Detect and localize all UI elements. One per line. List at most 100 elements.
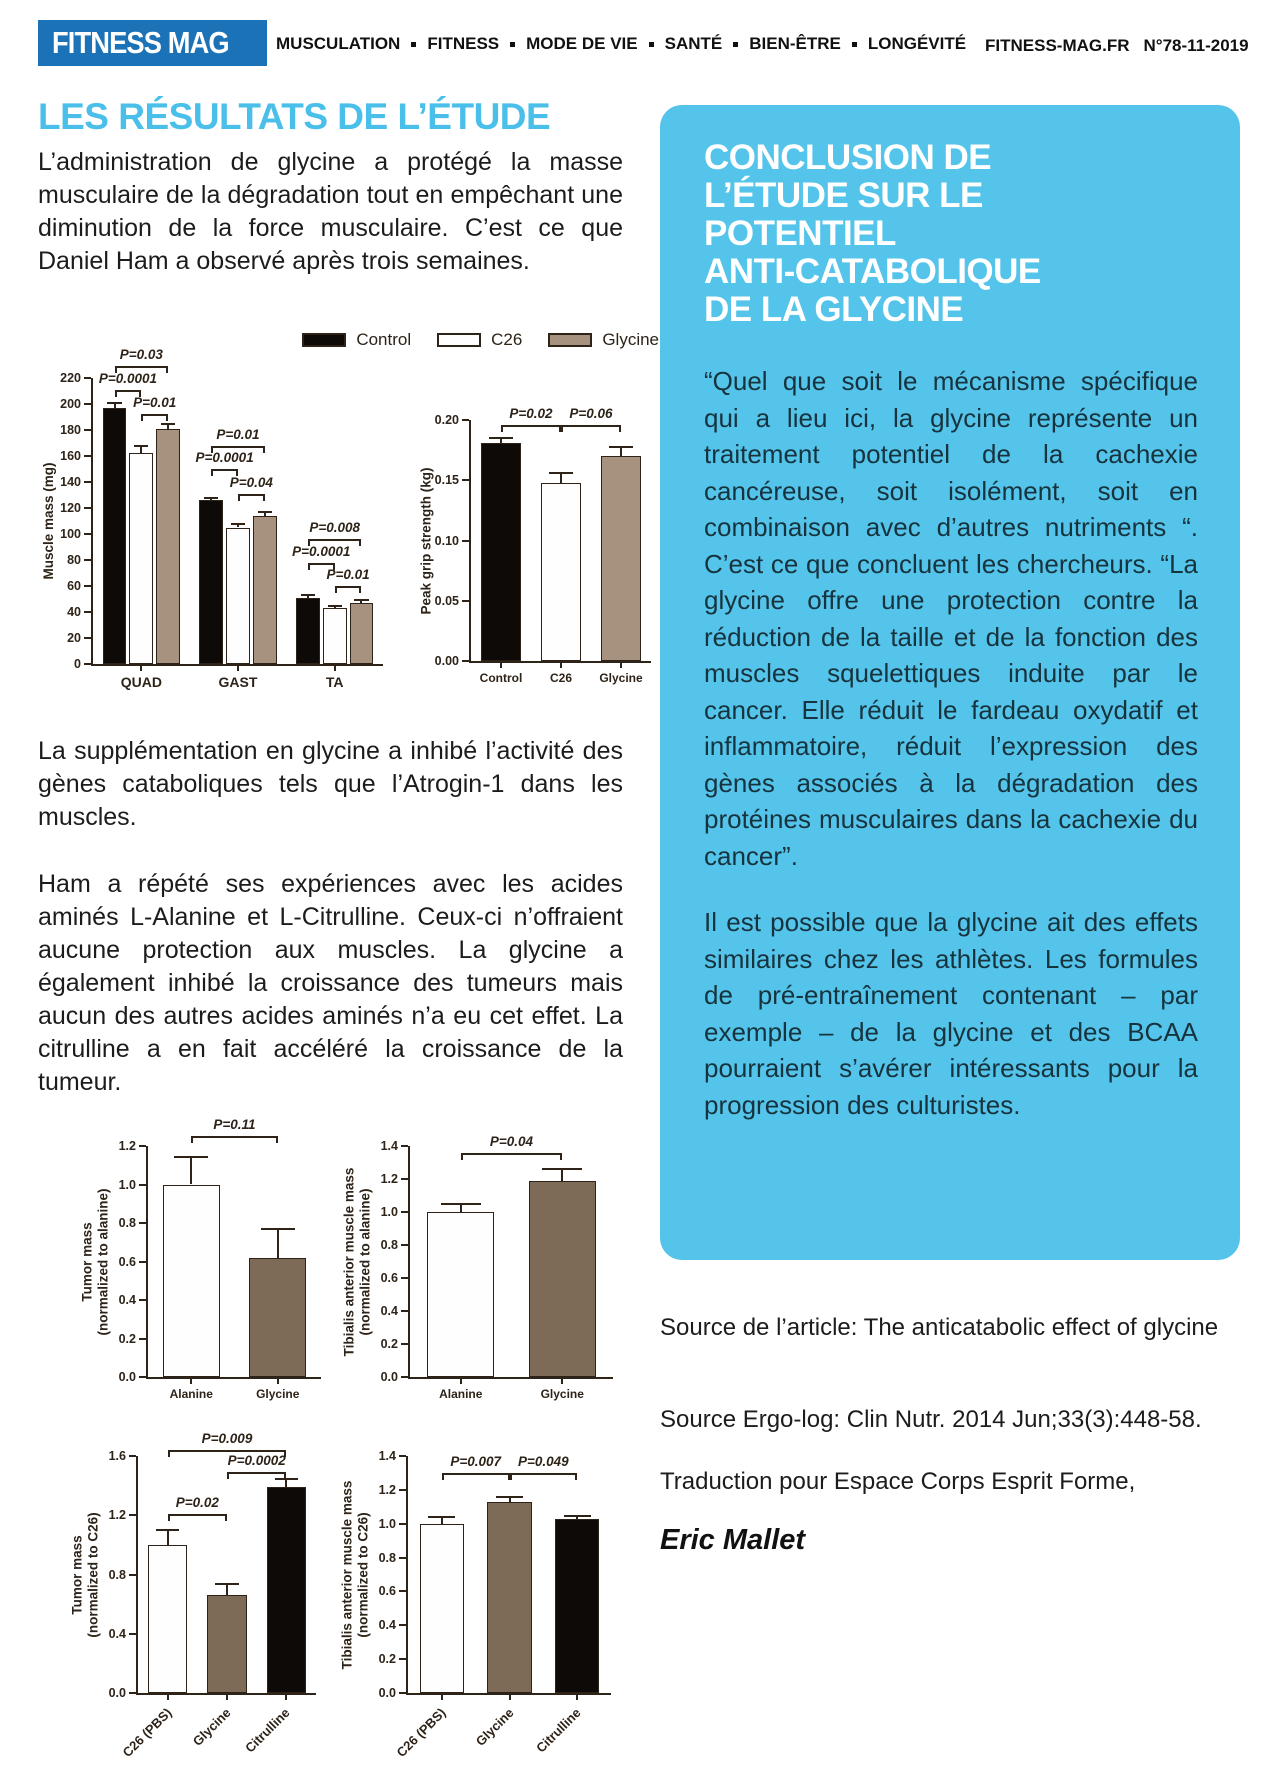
error-bar-stem (285, 1478, 288, 1488)
x-category-label: Alanine (439, 1387, 483, 1401)
chart-tibialis-alanine: 0.0 0.2 0.4 0.6 0.8 1.0 1.2 1.4 Tibialis anterio… (338, 1112, 623, 1407)
y-tick (84, 611, 91, 613)
y-tick (399, 1590, 406, 1593)
x-tick (620, 663, 622, 668)
y-tick-label: 0.0 (118, 1370, 136, 1384)
x-category-label: Citrulline (533, 1705, 584, 1756)
x-tick (140, 666, 143, 671)
error-bar-stem (190, 1156, 193, 1185)
sig-p-label: P=0.01 (133, 395, 177, 411)
bar (427, 1212, 495, 1377)
x-category-label: TA (325, 674, 344, 690)
x-category-label: Glycine (472, 1705, 517, 1749)
bar (487, 1501, 532, 1693)
page-header: FITNESS MAG MUSCULATION FITNESS MODE DE VI… (0, 0, 1280, 80)
y-axis (136, 1456, 138, 1695)
y-tick-label: 1.2 (380, 1172, 398, 1186)
error-bar-cap (204, 496, 219, 499)
y-tick (84, 559, 91, 561)
sig-bracket-tick (359, 539, 362, 547)
y-tick-label: 180 (60, 423, 81, 437)
x-tick (237, 666, 239, 671)
conclusion-title-line: POTENTIEL (704, 214, 896, 253)
y-tick-label: 0 (74, 657, 81, 671)
sig-p-label: P=0.02 (175, 1494, 219, 1510)
y-tick-label: 1.2 (108, 1508, 126, 1523)
y-tick (84, 455, 91, 457)
y-tick (139, 1299, 146, 1301)
y-tick-label: 1.2 (378, 1482, 396, 1497)
x-tick (190, 1379, 193, 1384)
sig-bracket-line (191, 1136, 278, 1139)
error-bar-cap (107, 401, 122, 404)
sig-bracket-tick (236, 469, 238, 476)
results-paragraph-1: L’administration de glycine a protégé la… (38, 148, 623, 275)
bar (207, 1595, 247, 1693)
x-tick (508, 1695, 511, 1700)
site-url: FITNESS-MAG.FR (985, 36, 1130, 55)
y-tick-label: 220 (60, 371, 81, 385)
x-axis (469, 661, 651, 663)
y-tick (399, 1692, 406, 1694)
error-bar-stem (113, 402, 116, 408)
source-ergolog: Source Ergo-log: Clin Nutr. 2014 Jun;33(… (660, 1406, 1202, 1433)
sig-bracket-tick (561, 424, 563, 432)
chart-muscle-mass: 0 20 40 60 80 100 120 140 160 180 200 220 Muscle mas… (38, 344, 393, 694)
sig-bracket-line (211, 469, 238, 471)
error-bar-stem (263, 511, 266, 516)
left-column: LES RÉSULTATS DE L’ÉTUDE L’administratio… (38, 0, 678, 1786)
error-bar-cap (354, 599, 369, 602)
sig-p-label: P=0.0001 (195, 450, 254, 465)
y-tick (401, 1211, 408, 1213)
sig-bracket-tick (238, 493, 240, 501)
sig-p-label: P=0.01 (216, 426, 260, 442)
nav-item: MODE DE VIE (526, 34, 638, 53)
error-bar-stem (561, 1169, 564, 1181)
error-bar-stem (226, 1584, 228, 1596)
y-tick-label: 0.4 (378, 1618, 396, 1633)
x-tick (166, 1695, 169, 1700)
nav-separator-square (733, 41, 739, 47)
bar (226, 527, 250, 664)
sig-bracket-line (167, 1450, 287, 1453)
sig-bracket-tick (509, 1472, 512, 1480)
nav-item: LONGÉVITÉ (867, 34, 967, 53)
y-tick-label: 80 (67, 553, 81, 567)
sig-p-label: P=0.02 (509, 405, 553, 421)
x-axis (406, 1693, 611, 1695)
y-axis-label: Tibialis anterior muscle mass (normalize… (339, 1480, 370, 1669)
x-category-label: C26 (PBS) (393, 1705, 449, 1761)
y-tick (84, 377, 91, 379)
bar (148, 1544, 188, 1693)
sig-bracket-tick (166, 366, 169, 374)
y-tick (129, 1692, 136, 1694)
sig-bracket-tick (139, 389, 142, 397)
y-axis-label: Peak grip strength (kg) (418, 466, 434, 615)
x-category-label: C26 (549, 671, 572, 685)
results-paragraph-2: La supplémentation en glycine a inhibé l… (38, 737, 623, 831)
legend-swatch (302, 333, 347, 347)
y-tick (139, 1260, 146, 1263)
sig-p-label: P=0.06 (569, 405, 613, 421)
bar (129, 453, 154, 664)
conclusion-box: CONCLUSION DE L’ÉTUDE SUR LE POTENTIEL ANTI… (660, 105, 1240, 1260)
error-bar-stem (276, 1228, 279, 1258)
figure-muscle-strength: Control C26 Glycine 0 20 40 60 80 100 120 140 160 1… (38, 330, 663, 705)
y-tick-label: 0.0 (108, 1686, 126, 1700)
chart-tumor-mass-alanine: 0.0 0.2 0.4 0.6 0.8 1.0 1.2 Tumor mass (normali… (76, 1112, 331, 1407)
sig-bracket-line (561, 424, 621, 427)
sig-p-label: P=0.04 (229, 474, 273, 490)
sig-bracket-tick (167, 1513, 170, 1521)
y-tick-label: 1.4 (380, 1139, 398, 1153)
y-tick (399, 1658, 406, 1661)
error-bar-cap (257, 510, 272, 513)
y-tick (401, 1343, 408, 1345)
error-bar-stem (620, 446, 622, 457)
error-bar-cap (160, 422, 176, 425)
error-bar-cap (134, 444, 149, 447)
sig-bracket-tick (359, 586, 362, 593)
conclusion-paragraph-2: Il est possible que la glycine ait des e… (704, 907, 1198, 1120)
y-tick-label: 0.8 (108, 1567, 126, 1582)
y-axis (146, 1146, 148, 1379)
bar (252, 515, 277, 664)
